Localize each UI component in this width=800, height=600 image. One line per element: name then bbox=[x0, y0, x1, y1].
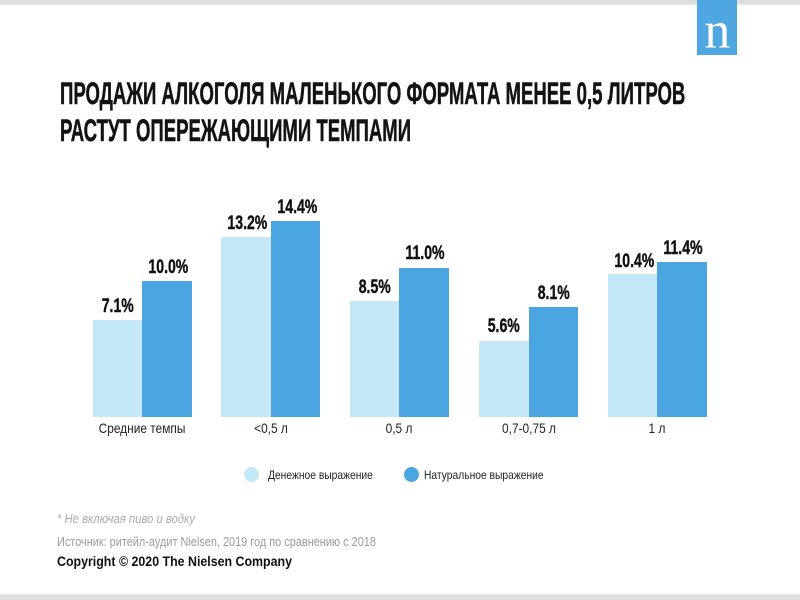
svg-text:n: n bbox=[705, 3, 731, 56]
